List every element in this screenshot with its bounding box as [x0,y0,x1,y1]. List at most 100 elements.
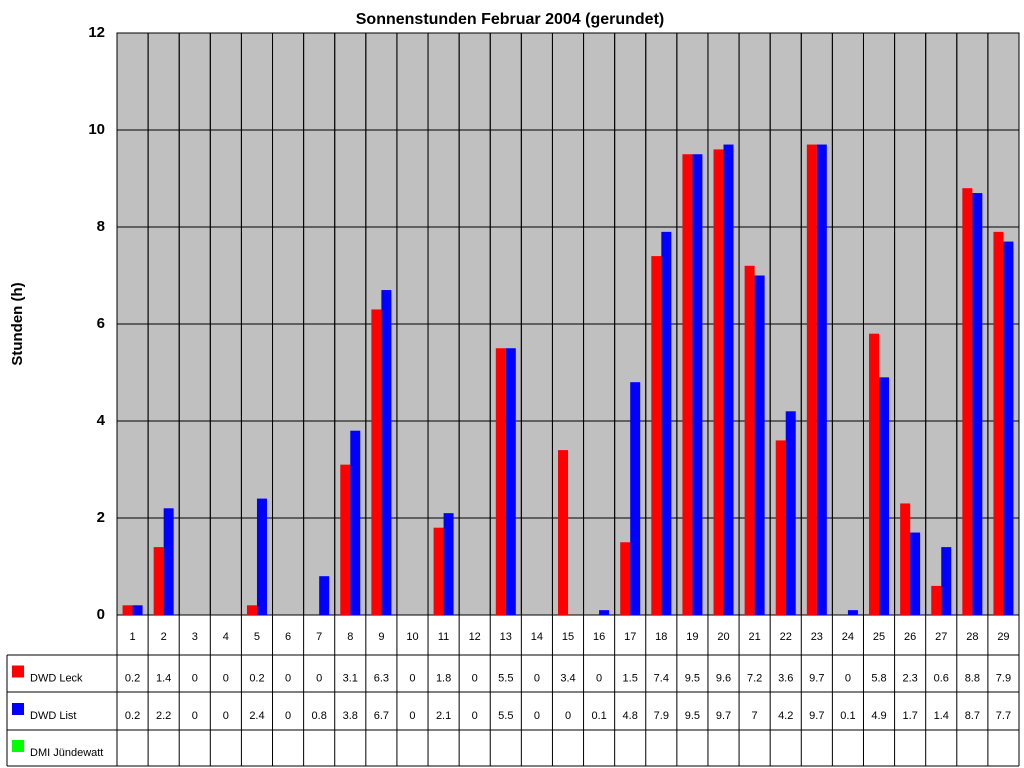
data-table-value: 9.6 [716,672,731,684]
bar [256,498,267,615]
bar [993,231,1004,615]
legend-swatch [12,703,24,715]
x-tick-label: 19 [686,631,698,643]
x-tick-label: 2 [161,631,167,643]
data-table-value: 0 [534,710,540,722]
data-table-value: 8.7 [965,710,980,722]
legend-label: DWD List [30,710,76,722]
x-tick-label: 29 [997,631,1009,643]
y-tick-label: 8 [97,218,105,235]
bar [433,527,444,615]
data-table-value: 0 [596,672,602,684]
data-table-value: 0 [285,710,291,722]
bar [900,503,911,615]
data-table-value: 3.8 [343,710,358,722]
data-table-value: 0 [192,710,198,722]
data-table-value: 8.8 [965,672,980,684]
data-table-value: 7.2 [747,672,762,684]
data-table-value: 0 [565,710,571,722]
bar [350,430,361,615]
x-tick-label: 1 [129,631,135,643]
y-axis-label: Stunden (h) [9,282,26,365]
data-table-value: 0.2 [125,710,140,722]
bar [505,348,516,615]
bar [319,576,330,615]
bar [122,605,133,615]
x-tick-label: 28 [966,631,978,643]
bar [785,411,796,615]
bar [661,231,672,615]
x-tick-label: 24 [842,631,854,643]
bar [754,275,765,615]
data-table-value: 3.1 [343,672,358,684]
data-table-value: 0.1 [591,710,606,722]
data-table-value: 9.7 [716,710,731,722]
data-table-value: 0.2 [125,672,140,684]
x-tick-label: 22 [780,631,792,643]
data-table-value: 3.6 [778,672,793,684]
data-table-value: 7.9 [654,710,669,722]
data-table-value: 0 [472,710,478,722]
y-tick-label: 10 [88,121,105,138]
data-table-value: 6.3 [374,672,389,684]
bar [599,610,610,615]
x-tick-label: 11 [438,631,449,643]
bar [806,144,817,616]
y-tick-label: 2 [97,509,105,526]
x-tick-label: 16 [593,631,605,643]
x-tick-label: 25 [873,631,885,643]
bar [651,256,662,615]
legend-label: DWD Leck [30,672,83,684]
data-table-value: 0 [223,672,229,684]
x-tick-label: 13 [500,631,512,643]
bar [972,193,983,616]
bar [163,508,174,615]
bar [153,547,164,615]
data-table-value: 4.9 [871,710,886,722]
data-table-value: 3.4 [560,672,575,684]
bar [744,265,755,615]
data-table-value: 5.5 [498,710,513,722]
y-tick-label: 0 [97,606,105,623]
bar [931,585,942,615]
data-table-value: 0 [534,672,540,684]
chart-title: Sonnenstunden Februar 2004 (gerundet) [356,11,664,28]
bar [558,450,568,615]
bar [879,377,890,615]
bar [869,333,880,615]
x-tick-label: 8 [347,631,353,643]
legend-swatch [12,740,24,752]
data-table-value: 0.6 [934,672,949,684]
bar [962,188,973,615]
x-tick-label: 21 [748,631,760,643]
bar [246,605,257,615]
x-tick-label: 26 [904,631,916,643]
x-tick-label: 23 [811,631,823,643]
bar [723,144,734,616]
data-table-value: 0 [192,672,198,684]
data-table-value: 9.5 [685,672,700,684]
data-table-value: 2.4 [249,710,264,722]
legend-label: DMI Jündewatt [30,747,103,759]
data-table-value: 7.4 [654,672,669,684]
data-table-value: 0 [316,672,322,684]
data-table-value: 0 [409,672,415,684]
y-tick-label: 12 [88,24,105,41]
bar [713,149,724,615]
bar [847,610,858,615]
x-tick-label: 18 [655,631,667,643]
x-tick-label: 5 [254,631,260,643]
x-tick-label: 7 [316,631,322,643]
data-table-value: 1.5 [623,672,638,684]
data-table-value: 0 [845,672,851,684]
data-table-value: 0 [285,672,291,684]
x-tick-label: 15 [562,631,574,643]
data-table-value: 1.7 [902,710,917,722]
data-table-value: 7.7 [996,710,1011,722]
x-tick-label: 12 [469,631,481,643]
bar [1003,241,1014,616]
bar [620,542,631,615]
bar [682,154,693,615]
y-tick-label: 6 [97,315,105,332]
